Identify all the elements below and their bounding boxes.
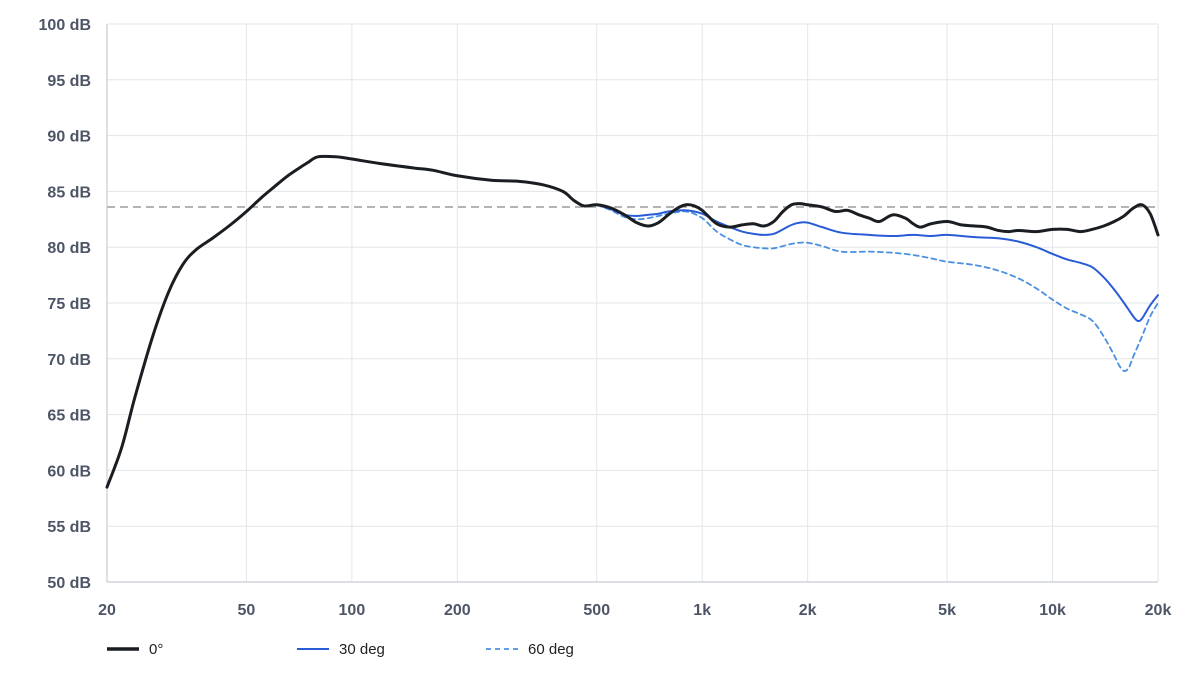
y-tick-label: 60 dB [47,463,91,480]
y-tick-label: 85 dB [47,184,91,201]
series-line-30-deg [595,203,1159,323]
grid [106,23,1159,583]
axes: 100 dB 95 dB 90 dB 85 dB 80 dB 75 dB 70 dB 65 d… [39,17,1172,619]
legend-label: 30 deg [339,641,385,658]
legend-item[interactable]: 0° [107,641,163,658]
y-tick-label: 90 dB [47,129,91,146]
x-tick-label: 20k [1145,602,1172,619]
x-tick-label: 100 [339,602,366,619]
series-line-0 [105,154,1160,489]
x-tick-label: 10k [1039,602,1066,619]
y-tick-label: 55 dB [47,519,91,536]
y-tick-label: 100 dB [39,17,91,34]
series-layer [105,154,1160,489]
y-tick-label: 50 dB [47,575,91,592]
x-tick-label: 50 [238,602,256,619]
x-tick-label: 5k [938,602,956,619]
y-tick-label: 70 dB [47,352,91,369]
series-line-60-deg [595,203,1159,373]
y-tick-label: 95 dB [47,73,91,90]
legend-item[interactable]: 30 deg [297,641,385,658]
x-tick-label: 1k [693,602,711,619]
y-tick-label: 80 dB [47,240,91,257]
x-tick-label: 20 [98,602,116,619]
x-tick-label: 500 [583,602,610,619]
legend-label: 60 deg [528,641,574,658]
x-tick-label: 2k [799,602,817,619]
x-tick-label: 200 [444,602,471,619]
legend: 0° 30 deg 60 deg [107,641,574,658]
legend-label: 0° [149,641,163,658]
y-tick-label: 75 dB [47,296,91,313]
legend-item[interactable]: 60 deg [486,641,574,658]
y-tick-label: 65 dB [47,408,91,425]
